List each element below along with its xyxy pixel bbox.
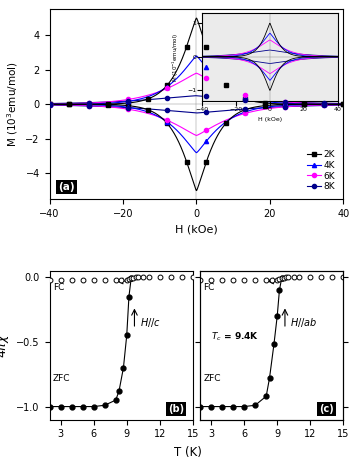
- Legend: 2K, 4K, 6K, 8K: 2K, 4K, 6K, 8K: [304, 146, 339, 195]
- X-axis label: H (kOe): H (kOe): [175, 225, 218, 235]
- Text: $H//ab$: $H//ab$: [291, 316, 318, 329]
- Text: ZFC: ZFC: [53, 374, 70, 383]
- Y-axis label: M (10$^3$emu/mol): M (10$^3$emu/mol): [5, 62, 20, 147]
- Y-axis label: $4\pi\chi$: $4\pi\chi$: [0, 332, 11, 358]
- Text: (c): (c): [319, 403, 333, 414]
- Text: $\mathit{T_c}$ = 9.4K: $\mathit{T_c}$ = 9.4K: [211, 330, 259, 343]
- Text: ZFC: ZFC: [203, 374, 221, 383]
- Text: (b): (b): [168, 403, 184, 414]
- Text: FC: FC: [53, 283, 64, 292]
- Text: T (K): T (K): [174, 446, 201, 459]
- Text: (a): (a): [58, 182, 75, 192]
- Text: FC: FC: [203, 283, 215, 292]
- Text: $H//c$: $H//c$: [140, 316, 161, 329]
